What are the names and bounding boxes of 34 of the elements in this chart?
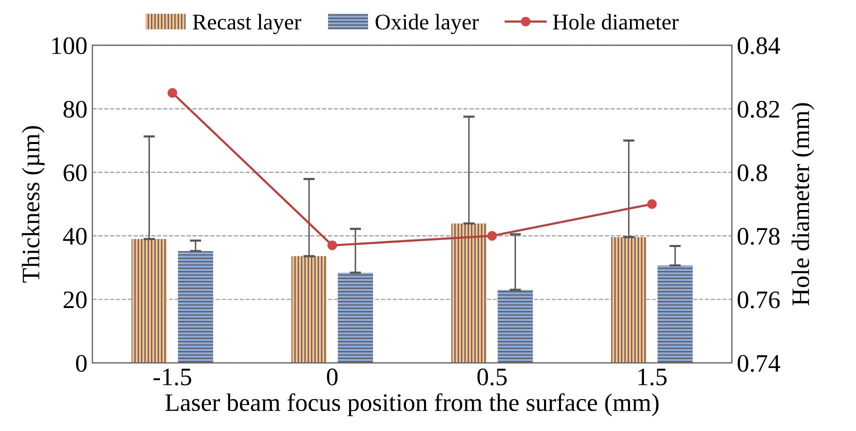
bar <box>132 239 167 363</box>
bar <box>338 272 373 363</box>
y-tick-label: 0 <box>76 354 87 372</box>
y-tick-label: 80 <box>64 100 87 118</box>
y-tick-label: 40 <box>63 228 87 245</box>
y-tick-label: 60 <box>64 164 87 182</box>
x-tick-label: -1.5 <box>154 368 192 386</box>
point <box>487 230 497 241</box>
y-tick-label: 100 <box>52 37 87 54</box>
legend-label: Recast layer <box>192 14 302 34</box>
y2-tick-label: 0.8 <box>738 164 768 182</box>
y-axis-title: Thickness (µm) <box>22 126 45 283</box>
y2-tick-label: 0.74 <box>738 354 780 372</box>
x-axis-title: Laser beam focus position from the surface (mm) <box>165 393 659 416</box>
point <box>168 88 178 98</box>
legend-label: Hole diameter <box>552 14 679 30</box>
x-tick-label: 0 <box>326 368 338 386</box>
bar <box>291 256 327 363</box>
y2-tick-label: 0.84 <box>738 37 780 54</box>
bar <box>658 265 693 363</box>
bar <box>178 251 214 363</box>
point <box>327 240 338 250</box>
legend-label: Oxide layer <box>376 14 479 34</box>
x-tick-label: 0.5 <box>477 368 507 386</box>
y2-tick-label: 0.82 <box>738 100 780 118</box>
y2-tick-label: 0.78 <box>738 228 780 245</box>
y2-tick-label: 0.76 <box>738 291 780 308</box>
bar <box>451 223 486 363</box>
y-tick-label: 20 <box>64 291 87 308</box>
bar <box>611 237 646 363</box>
x-tick-label: 1.5 <box>638 368 667 386</box>
y2-axis-title: Hole diameter (mm) <box>792 103 814 306</box>
point <box>647 199 657 209</box>
bar <box>498 290 533 363</box>
